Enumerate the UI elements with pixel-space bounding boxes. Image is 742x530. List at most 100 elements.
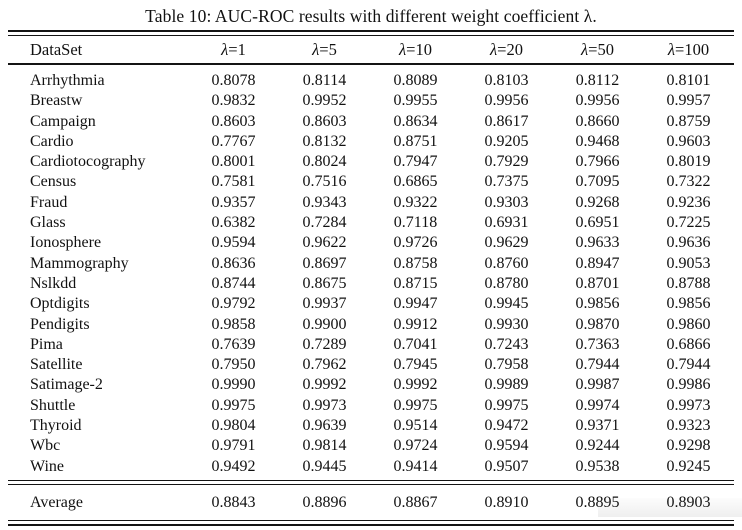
auc-value-cell: 0.8024 — [302, 153, 347, 171]
dataset-name-cell: Mammography — [30, 254, 129, 272]
auc-value-cell: 0.7118 — [393, 214, 438, 232]
auc-value-cell: 0.7945 — [393, 356, 438, 374]
dataset-name-cell: Satellite — [30, 356, 83, 374]
auc-value-cell: 0.9323 — [666, 417, 711, 435]
auc-value-cell: 0.8103 — [484, 72, 529, 89]
auc-value-cell: 0.9053 — [666, 254, 711, 272]
auc-value-cell: 0.9507 — [484, 457, 529, 475]
auc-value-cell: 0.8715 — [393, 274, 438, 292]
table-row: Breastw 0.9832 0.9952 0.9955 0.9956 0.9956 0.9… — [8, 91, 734, 111]
auc-value-cell: 0.8634 — [393, 112, 438, 130]
auc-value-cell: 0.9244 — [575, 437, 620, 455]
table-row: Wbc 0.9791 0.9814 0.9724 0.9594 0.9244 0.9298 — [8, 436, 734, 456]
mid-double-rule — [8, 477, 734, 485]
auc-value-cell: 0.9492 — [211, 457, 256, 475]
auc-value-cell: 0.7225 — [666, 214, 711, 232]
col-header-dataset: DataSet — [30, 39, 83, 59]
auc-value-cell: 0.8697 — [302, 254, 347, 272]
auc-value-cell: 0.9603 — [666, 132, 711, 150]
auc-value-cell: 0.9937 — [302, 295, 347, 313]
auc-value-cell: 0.9973 — [302, 396, 347, 414]
dataset-name-cell: Census — [30, 173, 77, 191]
dataset-name-cell: Ionosphere — [30, 234, 102, 252]
auc-value-cell: 0.7516 — [302, 173, 347, 191]
table-row: Cardiotocography 0.8001 0.8024 0.7947 0.7929… — [8, 152, 734, 172]
average-value-cell: 0.8910 — [484, 493, 529, 511]
auc-value-cell: 0.9930 — [484, 315, 529, 333]
header-bottom-rule — [8, 63, 734, 65]
auc-value-cell: 0.7639 — [211, 335, 256, 353]
auc-value-cell: 0.9268 — [575, 193, 620, 211]
auc-value-cell: 0.9952 — [302, 92, 347, 110]
auc-value-cell: 0.9791 — [211, 437, 256, 455]
dataset-name-cell: Nslkdd — [30, 274, 77, 292]
auc-value-cell: 0.9986 — [666, 376, 711, 394]
dataset-name-cell: Thyroid — [30, 417, 82, 435]
dataset-name-cell: Wbc — [30, 437, 61, 455]
average-label-cell: Average — [30, 493, 83, 511]
auc-value-cell: 0.8759 — [666, 112, 711, 130]
auc-value-cell: 0.8617 — [484, 112, 529, 130]
dataset-name-cell: Cardiotocography — [30, 153, 146, 171]
auc-value-cell: 0.9987 — [575, 376, 620, 394]
table-row: Cardio 0.7767 0.8132 0.8751 0.9205 0.9468 0.96… — [8, 132, 734, 152]
auc-value-cell: 0.9858 — [211, 315, 256, 333]
auc-value-cell: 0.8603 — [302, 112, 347, 130]
auc-value-cell: 0.7322 — [666, 173, 711, 191]
auc-value-cell: 0.9990 — [211, 376, 256, 394]
auc-value-cell: 0.8112 — [575, 72, 620, 89]
auc-value-cell: 0.9856 — [575, 295, 620, 313]
col-header-lambda: λ=5 — [312, 39, 337, 59]
auc-value-cell: 0.9947 — [393, 295, 438, 313]
table-row: Pima 0.7639 0.7289 0.7041 0.7243 0.7363 0.6866 — [8, 335, 734, 355]
auc-value-cell: 0.9975 — [484, 396, 529, 414]
col-header-lambda: λ=10 — [399, 39, 432, 59]
auc-value-cell: 0.9974 — [575, 396, 620, 414]
col-header-lambda: λ=50 — [581, 39, 614, 59]
average-value-cell: 0.8896 — [302, 493, 347, 511]
dataset-name-cell: Arrhythmia — [30, 72, 105, 89]
auc-value-cell: 0.9414 — [393, 457, 438, 475]
table-row: Census 0.7581 0.7516 0.6865 0.7375 0.7095 0.73… — [8, 172, 734, 192]
auc-value-cell: 0.9860 — [666, 315, 711, 333]
auc-value-cell: 0.9629 — [484, 234, 529, 252]
auc-value-cell: 0.9468 — [575, 132, 620, 150]
table-row: Campaign 0.8603 0.8603 0.8634 0.8617 0.8660 0.… — [8, 112, 734, 132]
auc-value-cell: 0.9594 — [211, 234, 256, 252]
dataset-name-cell: Satimage-2 — [30, 376, 103, 394]
table-row: Satellite 0.7950 0.7962 0.7945 0.7958 0.7944 0… — [8, 355, 734, 375]
auc-value-cell: 0.9594 — [484, 437, 529, 455]
table-row: Arrhythmia 0.8078 0.8114 0.8089 0.8103 0.8112… — [8, 71, 734, 91]
auc-value-cell: 0.9538 — [575, 457, 620, 475]
average-value-cell: 0.8903 — [666, 493, 711, 511]
auc-value-cell: 0.8019 — [666, 153, 711, 171]
auc-value-cell: 0.8760 — [484, 254, 529, 272]
col-header-lambda: λ=100 — [667, 39, 710, 59]
auc-value-cell: 0.9992 — [393, 376, 438, 394]
auc-value-cell: 0.7581 — [211, 173, 256, 191]
table-row: Mammography 0.8636 0.8697 0.8758 0.8760 0.894… — [8, 254, 734, 274]
auc-value-cell: 0.9472 — [484, 417, 529, 435]
auc-value-cell: 0.7929 — [484, 153, 529, 171]
average-value-cell: 0.8867 — [393, 493, 438, 511]
table-row: Thyroid 0.9804 0.9639 0.9514 0.9472 0.9371 0.9… — [8, 416, 734, 436]
auc-value-cell: 0.9792 — [211, 295, 256, 313]
top-double-rule — [8, 30, 734, 36]
auc-value-cell: 0.7243 — [484, 335, 529, 353]
auc-value-cell: 0.8114 — [302, 72, 347, 89]
table-row: Fraud 0.9357 0.9343 0.9322 0.9303 0.9268 0.923… — [8, 193, 734, 213]
auc-value-cell: 0.9975 — [211, 396, 256, 414]
bottom-double-rule — [8, 519, 734, 526]
auc-value-cell: 0.9973 — [666, 396, 711, 414]
auc-value-cell: 0.9956 — [575, 92, 620, 110]
dataset-name-cell: Wine — [30, 457, 65, 475]
auc-value-cell: 0.7375 — [484, 173, 529, 191]
auc-value-cell: 0.8603 — [211, 112, 256, 130]
col-header-lambda: λ=20 — [490, 39, 523, 59]
table-row: Nslkdd 0.8744 0.8675 0.8715 0.8780 0.8701 0.87… — [8, 274, 734, 294]
table-row: Glass 0.6382 0.7284 0.7118 0.6931 0.6951 0.722… — [8, 213, 734, 233]
auc-value-cell: 0.9636 — [666, 234, 711, 252]
auc-value-cell: 0.9804 — [211, 417, 256, 435]
auc-value-cell: 0.9322 — [393, 193, 438, 211]
auc-value-cell: 0.9832 — [211, 92, 256, 110]
